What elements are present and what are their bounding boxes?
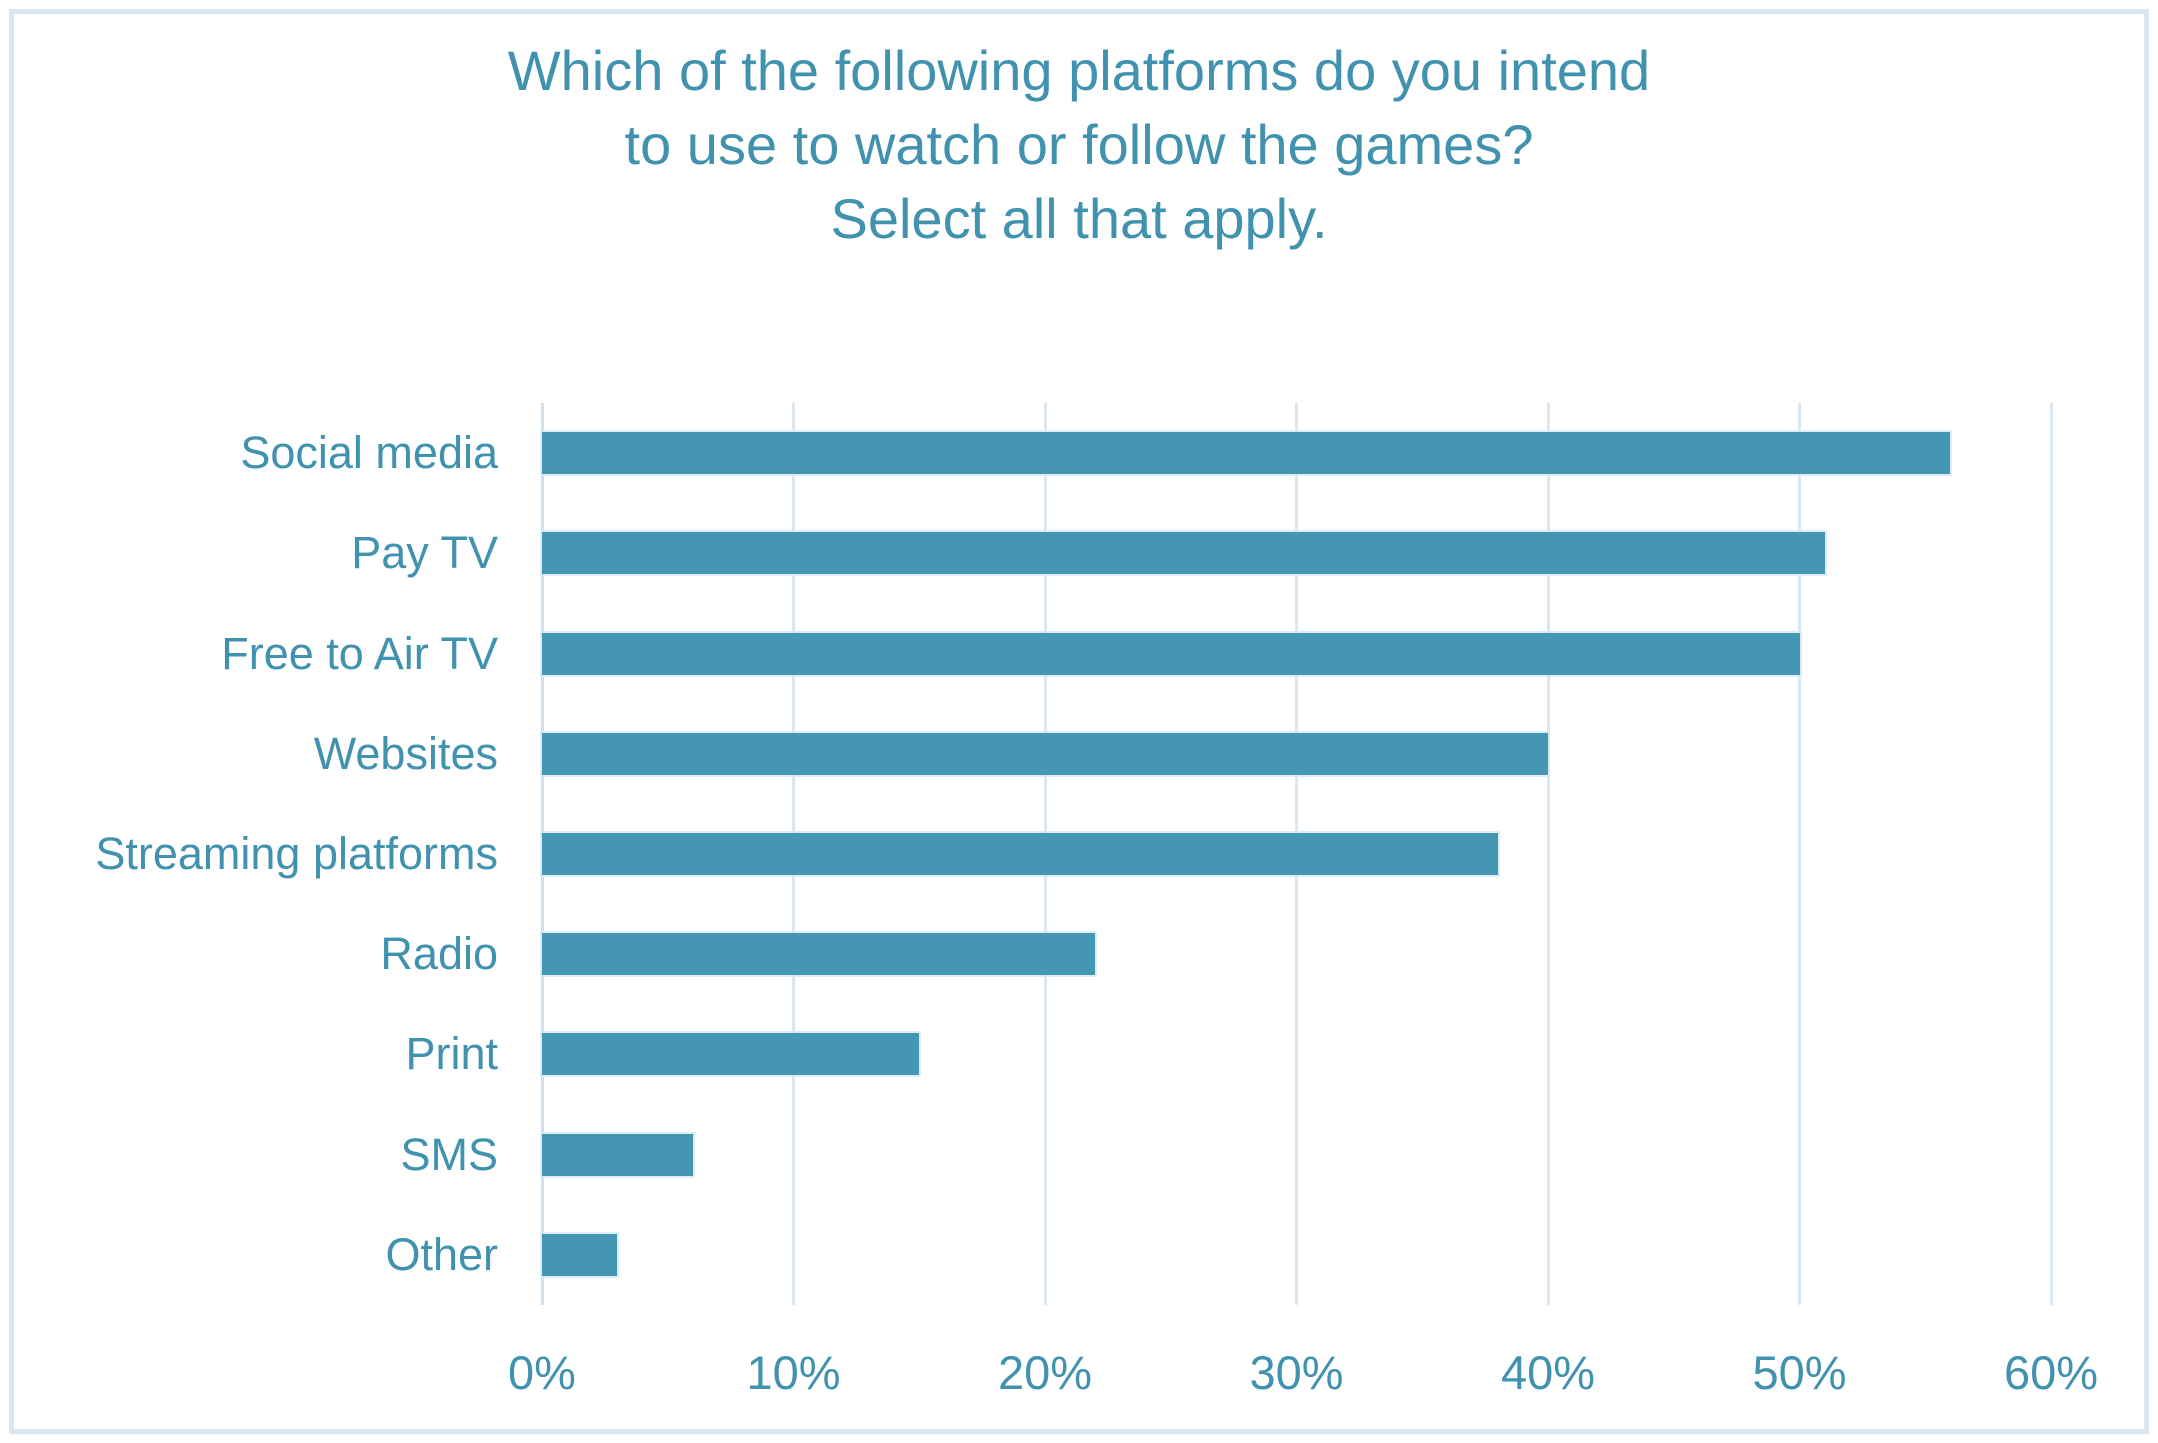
chart-title-line-2: to use to watch or follow the games? xyxy=(624,113,1534,176)
gridline-60% xyxy=(2049,403,2053,1305)
gridline-40% xyxy=(1546,403,1550,1305)
x-tick-40%: 40% xyxy=(1500,1346,1596,1399)
category-axis-labels: Social media Pay TV Free to Air TV Websites… xyxy=(0,403,520,1305)
category-label-free-to-air-tv: Free to Air TV xyxy=(221,627,498,679)
bar-sms xyxy=(540,1131,695,1178)
bar-streaming-platforms xyxy=(540,831,1500,877)
x-tick-50%: 50% xyxy=(1752,1346,1847,1399)
chart-title: Which of the following platforms do you … xyxy=(0,34,2158,256)
x-tick-10%: 10% xyxy=(746,1346,841,1399)
gridline-50% xyxy=(1798,403,1801,1305)
bar-other xyxy=(539,1231,620,1278)
category-label-radio: Radio xyxy=(380,928,498,980)
category-label-websites: Websites xyxy=(313,727,498,779)
x-tick-30%: 30% xyxy=(1249,1346,1344,1399)
bar-radio xyxy=(539,931,1098,978)
bar-pay-tv xyxy=(540,530,1827,577)
chart-title-line-1: Which of the following platforms do you … xyxy=(507,39,1651,102)
category-label-streaming-platforms: Streaming platforms xyxy=(95,828,498,879)
bar-social-media xyxy=(539,430,1953,477)
x-axis-tick-labels: 0% 10% 20% 30% 40% 50% 60% xyxy=(0,1338,2158,1408)
category-label-sms: SMS xyxy=(400,1128,498,1180)
category-label-social-media: Social media xyxy=(240,427,498,479)
x-tick-20%: 20% xyxy=(997,1346,1093,1399)
category-label-pay-tv: Pay TV xyxy=(351,527,498,579)
category-label-print: Print xyxy=(405,1028,498,1080)
plot-area xyxy=(539,403,2053,1305)
chart-title-line-3: Select all that apply. xyxy=(830,187,1328,250)
x-tick-0%: 0% xyxy=(508,1346,576,1399)
category-label-other: Other xyxy=(385,1228,498,1280)
bar-print xyxy=(539,1031,922,1078)
bar-websites xyxy=(540,730,1550,777)
bar-free-to-air-tv xyxy=(540,630,1802,677)
x-tick-60%: 60% xyxy=(2003,1346,2099,1399)
